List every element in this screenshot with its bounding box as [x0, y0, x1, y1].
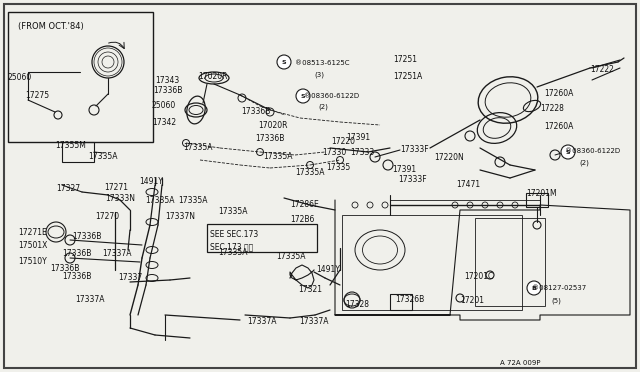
Text: 17337A: 17337A: [75, 295, 104, 304]
Text: 17337A: 17337A: [299, 317, 328, 326]
Text: 17271E: 17271E: [18, 228, 47, 237]
Text: (3): (3): [314, 72, 324, 78]
Text: 17471: 17471: [456, 180, 480, 189]
Text: 17251A: 17251A: [393, 72, 422, 81]
Text: 17275: 17275: [25, 91, 49, 100]
Text: 17336B: 17336B: [62, 272, 92, 281]
Text: (5): (5): [551, 297, 561, 304]
Circle shape: [527, 281, 541, 295]
Bar: [475, 218, 545, 306]
Text: 17333: 17333: [350, 148, 374, 157]
Text: 17336B: 17336B: [72, 232, 101, 241]
Text: 17333F: 17333F: [398, 175, 427, 184]
Text: 17260A: 17260A: [544, 122, 573, 131]
Bar: [207, 224, 317, 252]
Text: 17222: 17222: [590, 65, 614, 74]
Text: 17286E: 17286E: [290, 200, 319, 209]
Text: 17328: 17328: [345, 300, 369, 309]
Text: ®08360-6122D: ®08360-6122D: [304, 93, 359, 99]
Text: A 72A 009P: A 72A 009P: [500, 360, 541, 366]
Text: 17321: 17321: [298, 285, 322, 294]
Text: 17335A: 17335A: [218, 207, 248, 216]
Text: 17327: 17327: [56, 184, 80, 193]
Text: 17335A: 17335A: [295, 168, 324, 177]
Text: ®08360-6122D: ®08360-6122D: [565, 148, 620, 154]
Text: S: S: [282, 60, 286, 64]
Bar: [62, 142, 94, 162]
Text: 17335A: 17335A: [178, 196, 207, 205]
Circle shape: [277, 55, 291, 69]
Text: 17336B: 17336B: [153, 86, 182, 95]
Text: SEC.173 参照: SEC.173 参照: [210, 242, 253, 251]
Text: S: S: [566, 150, 570, 154]
Bar: [390, 294, 412, 310]
Text: 17391: 17391: [346, 133, 370, 142]
Text: 17333N: 17333N: [105, 194, 135, 203]
Text: 17333F: 17333F: [400, 145, 429, 154]
Text: 17336B: 17336B: [50, 264, 79, 273]
Text: 17337N: 17337N: [165, 212, 195, 221]
Text: 25060: 25060: [152, 101, 176, 110]
Text: 17336B: 17336B: [241, 107, 270, 116]
Text: 17501X: 17501X: [18, 241, 47, 250]
Text: 17220N: 17220N: [434, 153, 464, 162]
Text: 17342: 17342: [152, 118, 176, 127]
Text: 17391: 17391: [392, 165, 416, 174]
Text: ®08127-02537: ®08127-02537: [532, 285, 586, 291]
Text: 17271: 17271: [104, 183, 128, 192]
Text: 17201M: 17201M: [526, 189, 557, 198]
Bar: [342, 215, 522, 310]
Text: 17270: 17270: [95, 212, 119, 221]
Text: 17335A: 17335A: [88, 152, 118, 161]
Text: (2): (2): [579, 159, 589, 166]
Text: 17335A: 17335A: [145, 196, 175, 205]
Text: 17335A: 17335A: [183, 143, 212, 152]
Text: 17201C: 17201C: [464, 272, 493, 281]
Text: 17337A: 17337A: [102, 249, 131, 258]
Text: 17020R: 17020R: [258, 121, 287, 130]
Text: B: B: [532, 285, 536, 291]
Text: ®08513-6125C: ®08513-6125C: [295, 60, 349, 66]
Text: 1491Y: 1491Y: [139, 177, 163, 186]
Text: 1491Y: 1491Y: [316, 265, 340, 274]
Text: 17343: 17343: [155, 76, 179, 85]
Bar: [526, 193, 548, 207]
Text: 17330: 17330: [322, 148, 346, 157]
Text: 17510Y: 17510Y: [18, 257, 47, 266]
Circle shape: [561, 145, 575, 159]
Bar: [8, 12, 153, 142]
Text: 17251: 17251: [393, 55, 417, 64]
Text: 172B6: 172B6: [290, 215, 314, 224]
Text: 17220: 17220: [331, 137, 355, 146]
Text: 17335A: 17335A: [263, 152, 292, 161]
Text: 17337A: 17337A: [247, 317, 276, 326]
Text: SEE SEC.173: SEE SEC.173: [210, 230, 259, 239]
Text: 17228: 17228: [540, 104, 564, 113]
Text: (2): (2): [318, 104, 328, 110]
Text: 17355M: 17355M: [55, 141, 86, 150]
Text: (FROM OCT.'84): (FROM OCT.'84): [18, 22, 84, 31]
Text: 17336B: 17336B: [255, 134, 284, 143]
Text: 17336B: 17336B: [62, 249, 92, 258]
Text: S: S: [301, 93, 305, 99]
Text: 17201: 17201: [460, 296, 484, 305]
Text: 17337: 17337: [118, 273, 142, 282]
Text: 17326B: 17326B: [395, 295, 424, 304]
Text: 17335: 17335: [326, 163, 350, 172]
Text: 17335A: 17335A: [218, 248, 248, 257]
Text: 25060: 25060: [8, 73, 32, 82]
Text: 17260A: 17260A: [544, 89, 573, 98]
Text: 17335A: 17335A: [276, 252, 305, 261]
Circle shape: [296, 89, 310, 103]
Text: 17020R: 17020R: [198, 72, 227, 81]
